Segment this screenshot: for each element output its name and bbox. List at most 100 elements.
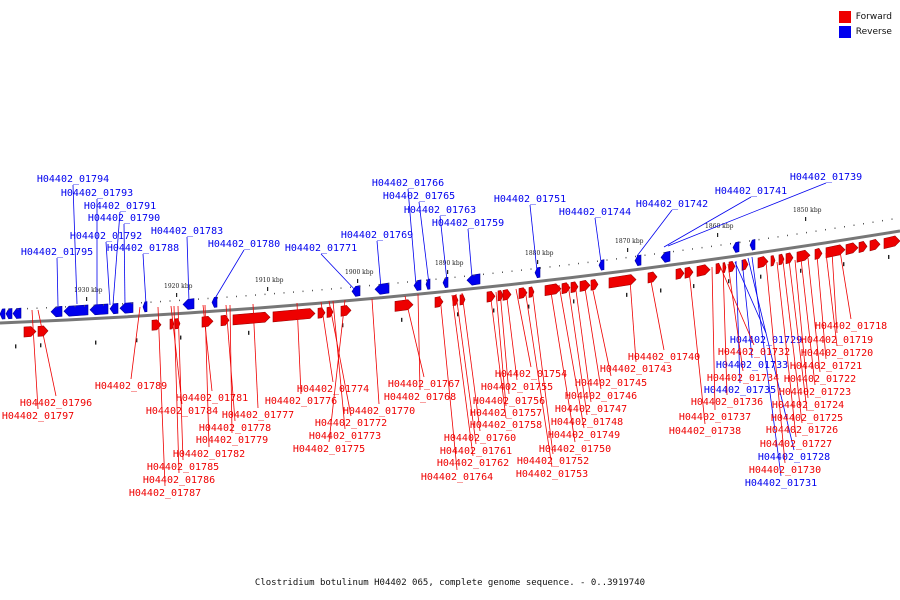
gene-label[interactable]: H04402_01769 [341, 230, 413, 241]
gene-label[interactable]: H04402_01720 [801, 348, 873, 359]
gene-label[interactable]: H04402_01719 [801, 335, 873, 346]
gene-label[interactable]: H04402_01749 [548, 430, 620, 441]
minor-tick [369, 284, 370, 287]
minor-tick [274, 292, 275, 295]
gene-label[interactable]: H04402_01754 [495, 369, 567, 380]
gene-label[interactable]: H04402_01761 [440, 446, 512, 457]
gene-label[interactable]: H04402_01792 [70, 231, 142, 242]
major-tick [800, 268, 802, 273]
label-leader-line [747, 257, 795, 451]
label-leader-line [782, 260, 803, 424]
gene-label[interactable]: H04402_01718 [815, 321, 887, 332]
label-leader-line [839, 250, 852, 320]
gene-label[interactable]: H04402_01752 [517, 456, 589, 467]
gene-label[interactable]: H04402_01797 [2, 411, 74, 422]
gene-label[interactable]: H04402_01778 [199, 423, 271, 434]
minor-tick [796, 233, 798, 235]
gene-label[interactable]: H04402_01725 [771, 413, 843, 424]
gene-label[interactable]: H04402_01723 [779, 387, 851, 398]
gene-label[interactable]: H04402_01776 [265, 396, 337, 407]
gene-label[interactable]: H04402_01722 [784, 374, 856, 385]
gene-label[interactable]: H04402_01785 [147, 462, 219, 473]
gene-label[interactable]: H04402_01748 [551, 417, 623, 428]
gene-label[interactable]: H04402_01745 [575, 378, 647, 389]
label-leader-line [407, 188, 417, 286]
gene-label[interactable]: H04402_01777 [222, 410, 294, 421]
minor-tick [122, 303, 123, 305]
gene-label[interactable]: H04402_01787 [129, 488, 201, 499]
gene-label[interactable]: H04402_01742 [636, 199, 708, 210]
label-leader-line [173, 305, 180, 474]
gene-label[interactable]: H04402_01764 [421, 472, 493, 483]
gene-label[interactable]: H04402_01760 [444, 433, 516, 444]
gene-label[interactable]: H04402_01741 [715, 186, 787, 197]
gene-label[interactable]: H04402_01782 [173, 449, 245, 460]
gene-label[interactable]: H04402_01762 [437, 458, 509, 469]
gene-label[interactable]: H04402_01755 [481, 382, 553, 393]
gene-label[interactable]: H04402_01729 [730, 335, 802, 346]
gene-label[interactable]: H04402_01734 [707, 373, 779, 384]
gene-label[interactable]: H04402_01756 [473, 396, 545, 407]
gene-label[interactable]: H04402_01744 [559, 207, 631, 218]
gene-label[interactable]: H04402_01721 [790, 361, 862, 372]
gene-label[interactable]: H04402_01771 [285, 243, 357, 254]
gene-label[interactable]: H04402_01759 [432, 218, 504, 229]
gene-label[interactable]: H04402_01781 [176, 393, 248, 404]
gene-label[interactable]: H04402_01766 [372, 178, 444, 189]
gene-label[interactable]: H04402_01793 [61, 188, 133, 199]
gene-label[interactable]: H04402_01726 [766, 425, 838, 436]
gene-label[interactable]: H04402_01772 [315, 418, 387, 429]
gene-label[interactable]: H04402_01731 [745, 478, 817, 489]
minor-tick [559, 265, 560, 267]
gene-label[interactable]: H04402_01736 [691, 397, 763, 408]
gene-label[interactable]: H04402_01728 [758, 452, 830, 463]
gene-label[interactable]: H04402_01767 [388, 379, 460, 390]
gene-label[interactable]: H04402_01775 [293, 444, 365, 455]
gene-label[interactable]: H04402_01750 [539, 444, 611, 455]
gene-label[interactable]: H04402_01724 [772, 400, 844, 411]
gene-label[interactable]: H04402_01743 [600, 364, 672, 375]
gene-label[interactable]: H04402_01730 [749, 465, 821, 476]
minor-tick [426, 279, 427, 281]
gene-label[interactable]: H04402_01753 [516, 469, 588, 480]
gene-label[interactable]: H04402_01751 [494, 194, 566, 205]
gene-label[interactable]: H04402_01791 [84, 201, 156, 212]
gene-label[interactable]: H04402_01796 [20, 398, 92, 409]
gene-label[interactable]: H04402_01732 [718, 347, 790, 358]
gene-label[interactable]: H04402_01788 [107, 243, 179, 254]
gene-label[interactable]: H04402_01739 [790, 172, 862, 183]
gene-label-callouts: H04402_01794H04402_01793H04402_01791H044… [2, 172, 887, 499]
gene-label[interactable]: H04402_01765 [383, 191, 455, 202]
ruler-major-tick [627, 248, 629, 252]
gene-label[interactable]: H04402_01758 [470, 420, 542, 431]
ruler-ticks: 1930 kbp 1920 kbp 1910 kbp 1900 kbp 1890 kbp… [8, 207, 893, 349]
gene-label[interactable]: H04402_01795 [21, 247, 93, 258]
gene-label[interactable]: H04402_01757 [470, 408, 542, 419]
gene-label[interactable]: H04402_01763 [404, 205, 476, 216]
gene-label[interactable]: H04402_01735 [704, 385, 776, 396]
gene-label[interactable]: H04402_01789 [95, 381, 167, 392]
gene-label[interactable]: H04402_01738 [669, 426, 741, 437]
ruler-major-tick [537, 260, 539, 264]
gene-label[interactable]: H04402_01770 [343, 406, 415, 417]
gene-label[interactable]: H04402_01780 [208, 239, 280, 250]
gene-label[interactable]: H04402_01774 [297, 384, 369, 395]
gene-label[interactable]: H04402_01740 [628, 352, 700, 363]
gene-label[interactable]: H04402_01783 [151, 226, 223, 237]
gene-label[interactable]: H04402_01746 [565, 391, 637, 402]
gene-label[interactable]: H04402_01768 [384, 392, 456, 403]
gene-label[interactable]: H04402_01737 [679, 412, 751, 423]
minor-tick [464, 275, 465, 278]
label-leader-line [663, 196, 752, 248]
gene-label[interactable]: H04402_01794 [37, 174, 109, 185]
forward-gene-arrow [883, 235, 900, 249]
minor-tick [445, 277, 446, 280]
gene-label[interactable]: H04402_01727 [760, 439, 832, 450]
gene-label[interactable]: H04402_01790 [88, 213, 160, 224]
gene-label[interactable]: H04402_01747 [555, 404, 627, 415]
gene-label[interactable]: H04402_01773 [309, 431, 381, 442]
gene-label[interactable]: H04402_01786 [143, 475, 215, 486]
gene-label[interactable]: H04402_01784 [146, 406, 218, 417]
gene-label[interactable]: H04402_01779 [196, 435, 268, 446]
gene-label[interactable]: H04402_01733 [716, 360, 788, 371]
